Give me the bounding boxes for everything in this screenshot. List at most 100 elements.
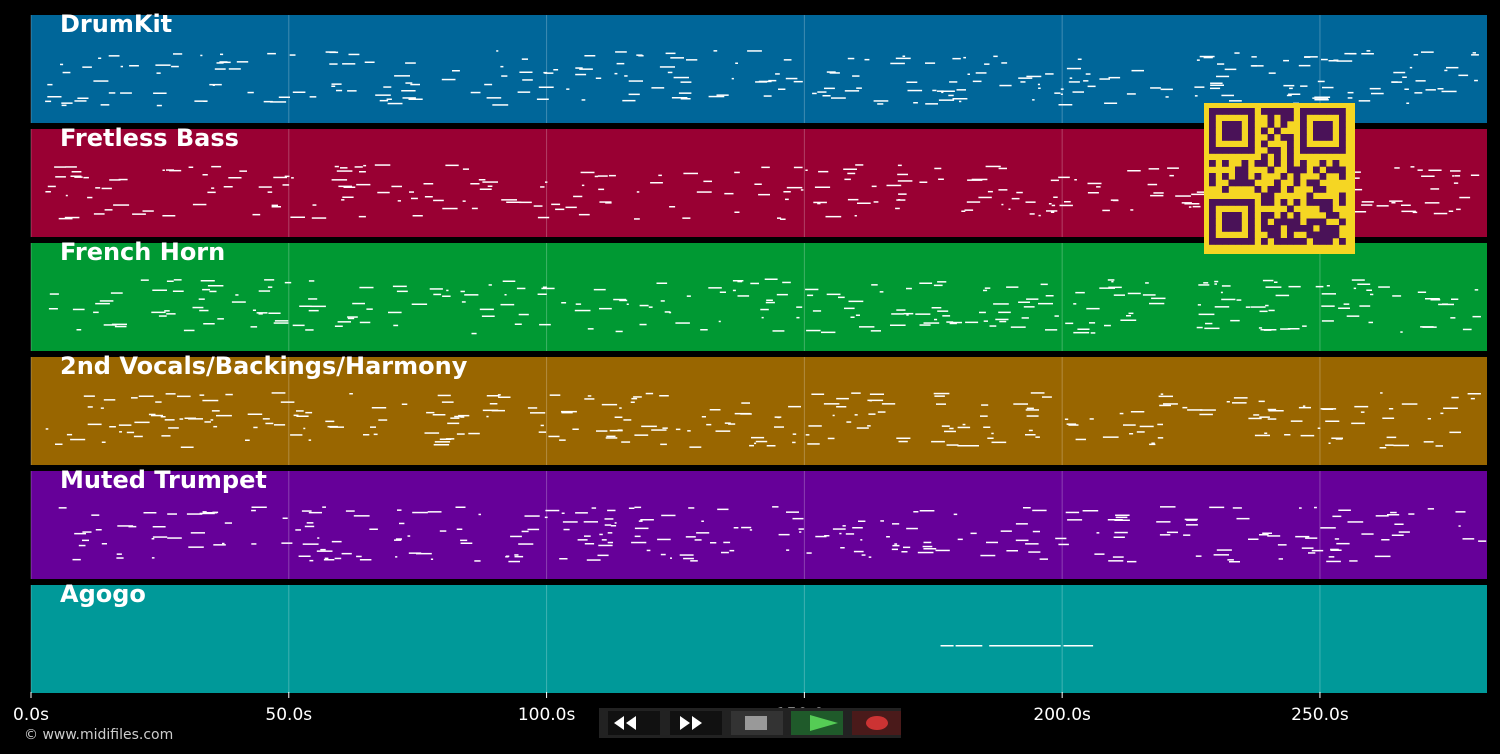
note [1051, 204, 1056, 207]
note [1338, 307, 1350, 309]
note [656, 282, 668, 284]
note [200, 280, 215, 282]
note [719, 291, 726, 293]
note [359, 171, 366, 173]
note [1087, 182, 1102, 185]
note [718, 320, 721, 323]
note [1074, 179, 1077, 181]
note [574, 309, 591, 312]
note [460, 290, 465, 293]
note [1413, 54, 1419, 56]
qr-module [1280, 173, 1288, 180]
note [1380, 392, 1383, 394]
note [1353, 287, 1357, 290]
note [120, 92, 132, 94]
note [565, 206, 577, 209]
note [1198, 313, 1215, 316]
note [660, 443, 667, 446]
qr-module [1319, 121, 1327, 128]
note [1113, 536, 1125, 538]
note [478, 513, 481, 516]
note [1021, 317, 1029, 319]
note [631, 541, 647, 544]
note [573, 195, 583, 198]
forward-button[interactable] [670, 711, 722, 735]
note [1120, 319, 1137, 321]
qr-module [1235, 225, 1242, 232]
note [1127, 292, 1141, 295]
note [1157, 423, 1163, 426]
note [183, 329, 195, 332]
note [1391, 534, 1404, 536]
note [933, 284, 943, 287]
tick-label: 100.0s [518, 705, 576, 725]
qr-module [1274, 108, 1281, 115]
note [886, 184, 902, 187]
qr-module [1209, 205, 1216, 213]
rewind-button[interactable] [608, 711, 660, 735]
note [766, 299, 773, 301]
record-button[interactable] [852, 711, 901, 735]
note [308, 439, 312, 441]
play-button[interactable] [791, 711, 843, 735]
note [1188, 206, 1192, 208]
qr-module [1235, 166, 1242, 174]
qr-module [1209, 199, 1216, 206]
note [334, 165, 339, 168]
note [1149, 443, 1156, 446]
note [374, 164, 391, 166]
note [575, 512, 588, 514]
note [348, 53, 360, 56]
note [873, 201, 879, 203]
note [906, 287, 912, 290]
note [1151, 442, 1155, 444]
note [836, 397, 849, 400]
note [167, 537, 182, 539]
note [1102, 209, 1110, 212]
note [980, 554, 996, 557]
note [1375, 515, 1389, 517]
note [991, 432, 994, 435]
note [913, 511, 919, 513]
note [1332, 515, 1342, 518]
note [482, 181, 498, 183]
note [537, 216, 550, 219]
note [805, 288, 819, 291]
note [562, 521, 578, 523]
note [1267, 418, 1277, 420]
note [1110, 199, 1119, 201]
note [66, 433, 73, 436]
note [274, 320, 289, 322]
note [1336, 542, 1350, 545]
note [839, 532, 842, 535]
note [848, 300, 864, 303]
note [936, 90, 944, 92]
stop-button[interactable] [731, 711, 783, 735]
note [292, 324, 305, 327]
note [1160, 393, 1164, 395]
note [99, 300, 114, 302]
note [200, 54, 203, 57]
qr-module [1313, 231, 1320, 239]
note [896, 437, 911, 439]
note [1387, 514, 1400, 516]
note [55, 176, 66, 178]
note [1221, 94, 1234, 97]
qr-module [1248, 147, 1255, 154]
qr-module [1267, 166, 1275, 174]
qr-module [1280, 238, 1288, 245]
note [686, 59, 698, 61]
note [1391, 81, 1403, 83]
note [1311, 549, 1324, 552]
note-pattern [940, 645, 1094, 647]
note [786, 549, 790, 551]
qr-module [1235, 108, 1242, 115]
note [220, 53, 224, 56]
note [957, 538, 963, 541]
qr-module [1300, 225, 1307, 232]
qr-module [1300, 134, 1307, 141]
note [155, 401, 162, 403]
qr-module [1300, 166, 1307, 174]
note [156, 104, 162, 107]
note [1025, 201, 1036, 203]
